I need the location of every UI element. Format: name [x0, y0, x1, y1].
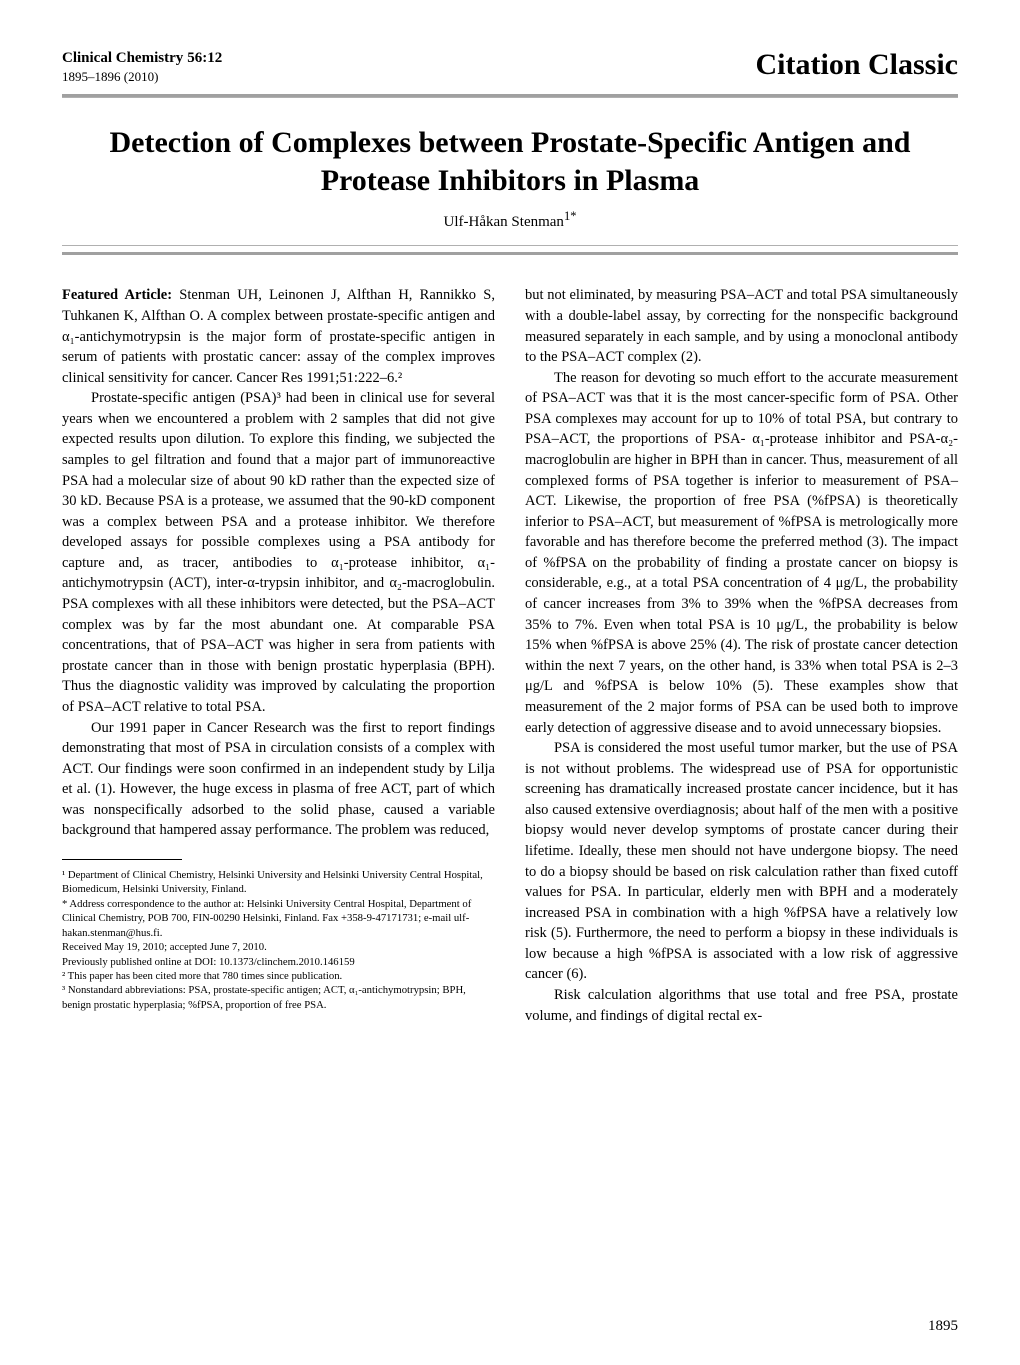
footnote-affiliation: ¹ Department of Clinical Chemistry, Hels… [62, 868, 495, 897]
journal-pages-year: 1895–1896 (2010) [62, 69, 158, 84]
footnote-abbreviations: ³ Nonstandard abbreviations: PSA, prosta… [62, 983, 495, 1012]
journal-name: Clinical Chemistry [62, 50, 183, 66]
footnote-dates: Received May 19, 2010; accepted June 7, … [62, 940, 495, 954]
page-number: 1895 [928, 1318, 958, 1335]
title-rule-bottom [62, 252, 958, 255]
featured-article-paragraph: Featured Article: Stenman UH, Leinonen J… [62, 285, 495, 388]
running-header: Clinical Chemistry 56:12 1895–1896 (2010… [62, 48, 958, 86]
title-rule-top [62, 245, 958, 246]
body-paragraph: but not eliminated, by measuring PSA–ACT… [525, 285, 958, 367]
article-body: Featured Article: Stenman UH, Leinonen J… [62, 285, 958, 1026]
footnote-rule [62, 859, 182, 860]
footnote-citations: ² This paper has been cited more that 78… [62, 969, 495, 983]
title-block: Detection of Complexes between Prostate-… [62, 124, 958, 231]
author-name: Ulf-Håkan Stenman [444, 214, 564, 230]
header-rule-bottom [62, 97, 958, 98]
footnote-block: ¹ Department of Clinical Chemistry, Hels… [62, 859, 495, 1012]
featured-label: Featured Article: [62, 287, 172, 303]
body-paragraph: Risk calculation algorithms that use tot… [525, 985, 958, 1026]
section-title: Citation Classic [756, 48, 959, 82]
body-paragraph: PSA is considered the most useful tumor … [525, 738, 958, 985]
body-paragraph: Our 1991 paper in Cancer Research was th… [62, 718, 495, 841]
journal-block: Clinical Chemistry 56:12 1895–1896 (2010… [62, 48, 222, 86]
body-paragraph: The reason for devoting so much effort t… [525, 368, 958, 738]
footnote-correspondence: * Address correspondence to the author a… [62, 897, 495, 940]
article-title: Detection of Complexes between Prostate-… [62, 124, 958, 199]
author-line: Ulf-Håkan Stenman1* [62, 209, 958, 231]
author-affil-marker: 1* [564, 209, 577, 223]
footnote-doi: Previously published online at DOI: 10.1… [62, 955, 495, 969]
journal-volume: 56:12 [187, 50, 222, 66]
body-paragraph: Prostate-specific antigen (PSA)³ had bee… [62, 388, 495, 717]
